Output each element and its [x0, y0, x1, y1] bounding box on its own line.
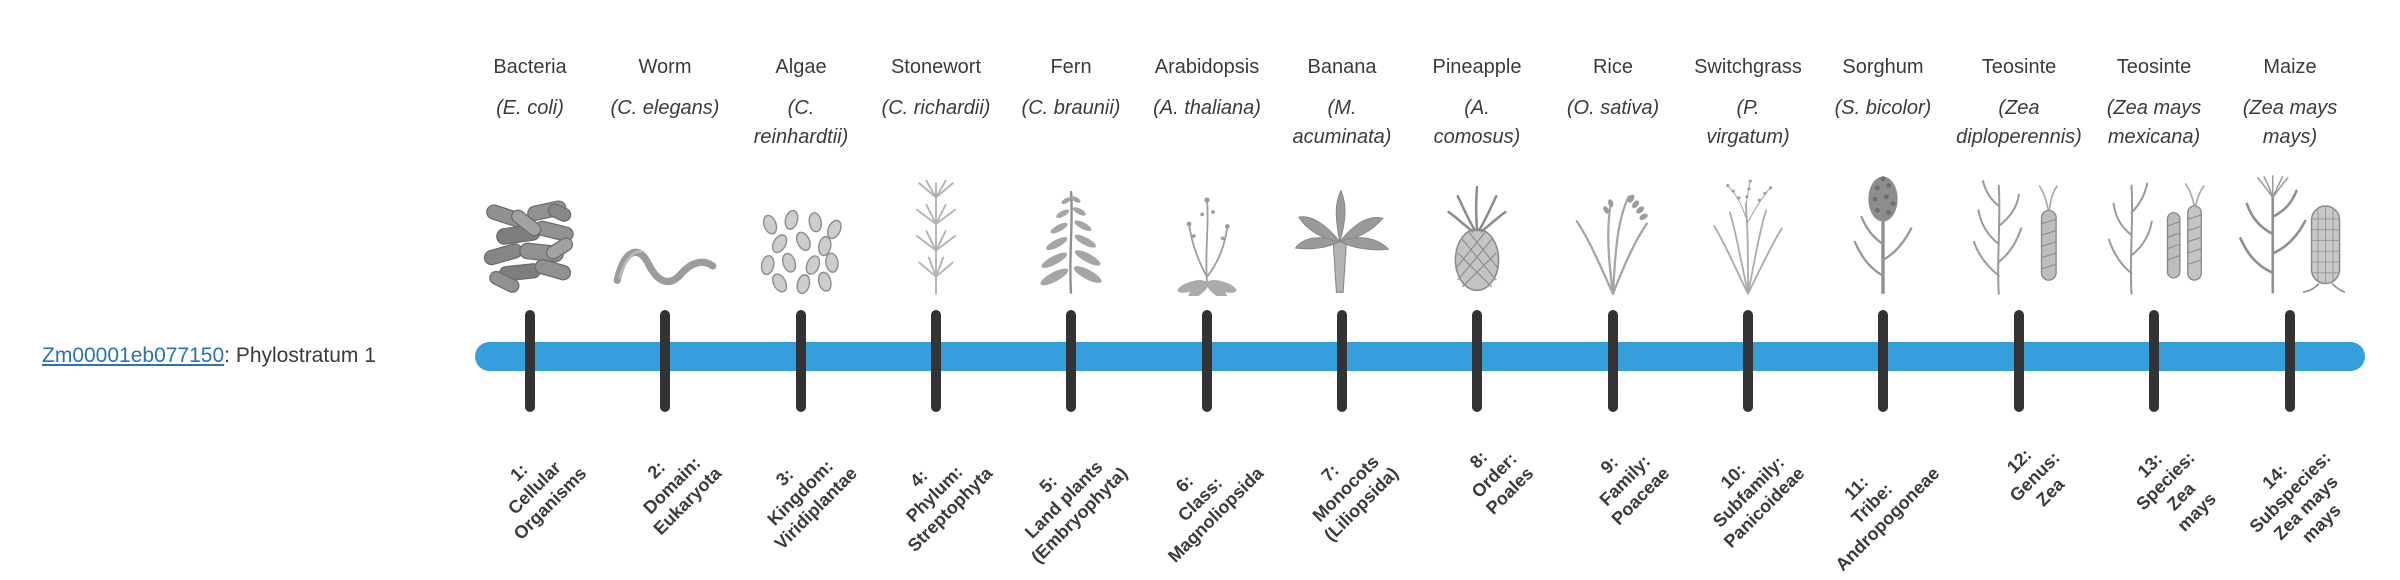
organism-name: Switchgrass — [1694, 56, 1802, 78]
phylostratum-label: 7: Monocots (Liliopsida) — [1308, 451, 1403, 546]
organism-scientific-name: (M. acuminata) — [1292, 97, 1392, 148]
organism-scientific-name: (Zea mays mexicana) — [2106, 97, 2202, 148]
gene-label: Zm00001eb077150: Phylostratum 1 — [42, 344, 376, 368]
phylostratum-label: 2: Domain: Eukaryota — [639, 452, 726, 539]
organism-name: Algae — [775, 56, 827, 78]
phylostratum-label: 8: Order: Poales — [1465, 446, 1538, 519]
switchgrass-icon — [1678, 168, 1818, 296]
organism-scientific-name: (C. elegans) — [610, 97, 720, 119]
pineapple-icon — [1407, 168, 1547, 296]
timeline-tick — [1066, 310, 1076, 412]
maize-icon — [2220, 168, 2360, 296]
organism-scientific-name: (S. bicolor) — [1834, 97, 1932, 119]
organism-name: Teosinte — [2116, 56, 2192, 78]
organism-name: Worm — [638, 56, 692, 78]
organism-name: Banana — [1307, 56, 1377, 78]
organism-name: Arabidopsis — [1154, 56, 1260, 78]
phylostratum-label: 4: Phylum: Streptophyta — [902, 461, 997, 556]
timeline-tick — [1743, 310, 1753, 412]
organism-scientific-name: (A. comosus) — [1433, 97, 1521, 148]
organism-name: Pineapple — [1432, 56, 1522, 78]
stonewort-icon — [866, 168, 1006, 296]
organism-name: Stonewort — [890, 56, 982, 78]
organism-scientific-name: (P. virgatum) — [1706, 97, 1790, 148]
organism-scientific-name: (E. coli) — [496, 97, 564, 119]
organism-scientific-name: (Zea diploperennis) — [1956, 97, 2082, 148]
teosinte-mexicana-icon — [2084, 168, 2224, 296]
phylostratum-label: 3: Kingdom: Viridiplantae — [763, 455, 862, 554]
phylostratum-label: 5: Land plants (Embryophyta) — [1020, 456, 1132, 568]
timeline-tick — [2014, 310, 2024, 412]
timeline-tick — [660, 310, 670, 412]
gene-id-link[interactable]: Zm00001eb077150 — [42, 344, 225, 367]
algae-icon — [731, 168, 871, 296]
timeline-tick — [2285, 310, 2295, 412]
sorghum-icon — [1813, 168, 1953, 296]
timeline-tick — [525, 310, 535, 412]
teosinte-diploperennis-icon — [1949, 168, 2089, 296]
phylostratum-label: 9: Family: Poaceae — [1595, 451, 1674, 529]
timeline-tick — [1472, 310, 1482, 412]
organism-scientific-name: (C. reinhardtii) — [753, 97, 849, 148]
bacteria-icon — [460, 168, 600, 296]
worm-icon — [595, 168, 735, 296]
phylostratum-label: 10: Subfamily: Panicoideae — [1708, 452, 1809, 552]
organism-name: Teosinte — [1981, 56, 2057, 78]
organism-scientific-name: (Zea mays mays) — [2242, 97, 2338, 148]
rice-plant-icon — [1543, 168, 1683, 296]
timeline-bar — [475, 342, 2365, 371]
phylostratum-label: 12: Genus: Zea — [2002, 444, 2069, 511]
timeline-tick — [1878, 310, 1888, 412]
timeline-tick — [931, 310, 941, 412]
phylostratum-text: : Phylostratum 1 — [224, 344, 376, 367]
timeline-tick — [1202, 310, 1212, 412]
banana-plant-icon — [1272, 168, 1412, 296]
organism-name: Fern — [1050, 56, 1092, 78]
phylostratum-label: 13: Species: Zea mays — [2132, 447, 2220, 536]
organism-scientific-name: (O. sativa) — [1566, 97, 1660, 119]
organism-name: Rice — [1592, 56, 1634, 78]
timeline-tick — [1337, 310, 1347, 412]
fern-icon — [1001, 168, 1141, 296]
organism-scientific-name: (C. richardii) — [881, 97, 991, 119]
timeline-tick — [796, 310, 806, 412]
phylostratum-label: 14: Subspecies: Zea mays mays — [2245, 447, 2345, 547]
timeline-tick — [2149, 310, 2159, 412]
organism-name: Sorghum — [1842, 56, 1924, 78]
arabidopsis-icon — [1137, 168, 1277, 296]
timeline-tick — [1608, 310, 1618, 412]
organism-name: Bacteria — [493, 56, 567, 78]
phylostratum-label: 6: Class: Magnoliopsida — [1163, 463, 1268, 567]
organism-scientific-name: (C. braunii) — [1021, 97, 1121, 119]
phylostratum-label: 11: Tribe: Andropogoneae — [1831, 463, 1944, 575]
organism-name: Maize — [2263, 56, 2317, 78]
phylostratum-label: 1: Cellular Organisms — [503, 457, 591, 544]
organism-scientific-name: (A. thaliana) — [1153, 97, 1261, 119]
